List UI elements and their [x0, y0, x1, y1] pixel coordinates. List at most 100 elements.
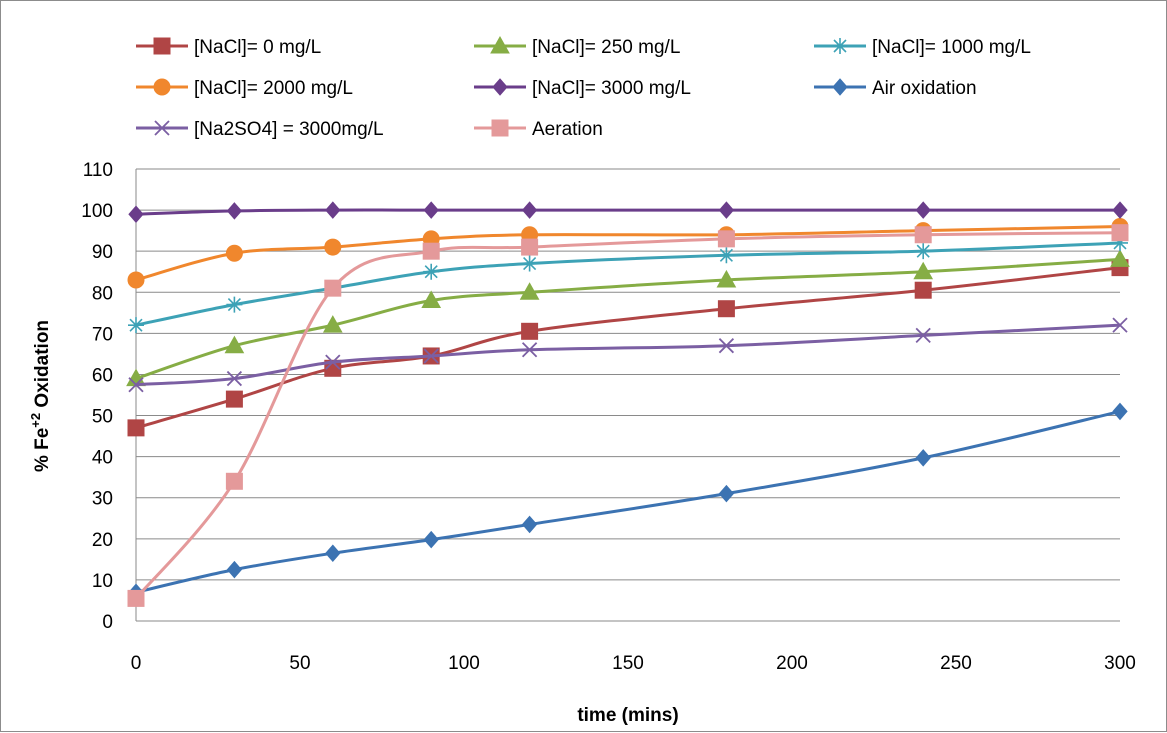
data-point [324, 279, 342, 297]
y-tick-label: 30 [92, 489, 113, 510]
y-tick-label: 10 [92, 571, 113, 592]
x-tick-label: 150 [612, 653, 644, 674]
data-point [519, 282, 540, 300]
data-point [127, 419, 145, 437]
legend-entry: [NaCl]= 250 mg/L [474, 35, 680, 58]
data-point [226, 560, 243, 579]
axes-layer: 0 10 20 30 40 50 60 70 80 90 100 110 0 50 100 150 200 250… [81, 160, 1136, 674]
legend-label: [Na2SO4] = 3000mg/L [194, 119, 384, 140]
data-point [422, 242, 440, 260]
data-point [913, 261, 934, 280]
legend-entry: [NaCl]= 3000 mg/L [474, 78, 691, 99]
series-line [135, 409, 1121, 594]
data-point [1112, 317, 1128, 333]
data-point [521, 322, 539, 340]
y-tick-label: 80 [92, 283, 113, 304]
series-4 [127, 218, 1129, 289]
y-tick-label: 0 [102, 612, 113, 633]
y-tick-label: 40 [92, 448, 113, 469]
data-point [717, 300, 735, 318]
x-tick-label: 300 [1104, 653, 1136, 674]
data-point [127, 589, 145, 607]
data-point [226, 296, 243, 313]
series-6 [128, 402, 1128, 601]
data-point [521, 238, 539, 256]
y-tick-label: 50 [92, 407, 113, 428]
legend-label: Aeration [532, 119, 603, 140]
data-point [128, 205, 144, 223]
series-layer [126, 201, 1130, 607]
data-point [521, 255, 538, 272]
data-point [226, 370, 243, 387]
data-point [521, 201, 538, 219]
legend-swatch-marker [832, 38, 848, 54]
x-tick-label: 250 [940, 653, 972, 674]
data-point [1112, 402, 1128, 421]
data-point [915, 327, 931, 344]
y-axis-title-main: % Fe [32, 428, 53, 472]
data-point [1111, 224, 1129, 242]
data-point [325, 354, 341, 370]
legend-entry: Air oxidation [814, 78, 977, 99]
legend-swatch-marker [491, 119, 509, 137]
x-tick-label: 200 [776, 653, 808, 674]
data-point [717, 230, 735, 248]
legend-entry: [NaCl]= 1000 mg/L [814, 37, 1031, 58]
legend-swatch-marker [154, 120, 170, 136]
y-axis-title: % Fe+2 Oxidation [28, 320, 53, 472]
legend-label: [NaCl]= 250 mg/L [532, 37, 680, 58]
legend-label: [NaCl]= 2000 mg/L [194, 78, 353, 99]
data-point [521, 515, 538, 534]
y-tick-label: 90 [92, 242, 113, 263]
y-tick-label: 110 [83, 160, 113, 181]
legend-swatch-marker [153, 37, 171, 55]
legend-entry: [NaCl]= 2000 mg/L [136, 78, 353, 99]
data-point [322, 315, 343, 333]
legend-entry: [Na2SO4] = 3000mg/L [136, 119, 384, 140]
legend-label: [NaCl]= 0 mg/L [194, 37, 321, 58]
data-point [421, 290, 442, 308]
series-5 [128, 201, 1128, 223]
data-point [128, 377, 144, 393]
data-point [718, 338, 735, 354]
series-2 [126, 249, 1130, 387]
x-tick-label: 50 [289, 653, 310, 674]
series-8 [127, 224, 1129, 607]
x-axis-title: time (mins) [577, 705, 678, 726]
series-7 [128, 317, 1128, 393]
data-point [423, 263, 440, 280]
legend-label: [NaCl]= 1000 mg/L [872, 37, 1031, 58]
data-point [225, 244, 243, 262]
data-point [914, 226, 932, 244]
data-point [718, 484, 735, 503]
data-point [423, 530, 439, 549]
legend-swatch-marker [492, 78, 508, 96]
data-point [423, 201, 439, 219]
data-point [128, 317, 144, 334]
data-point [324, 359, 342, 377]
y-tick-label: 70 [92, 324, 113, 345]
y-tick-label: 20 [92, 530, 113, 551]
data-point [127, 271, 145, 289]
y-axis-title-rest: Oxidation [32, 320, 53, 413]
legend-entry: Aeration [474, 119, 603, 140]
legend: [NaCl]= 0 mg/L [NaCl]= 250 mg/L [NaCl]= 10… [136, 35, 1031, 140]
data-point [226, 202, 243, 220]
y-axis-title-superscript: +2 [28, 413, 43, 428]
y-tick-label: 60 [92, 365, 113, 386]
y-tick-label: 100 [81, 201, 113, 222]
data-point [324, 238, 342, 256]
legend-entry: [NaCl]= 0 mg/L [136, 37, 321, 58]
data-point [1112, 201, 1128, 219]
data-point [1110, 249, 1130, 267]
data-point [1112, 234, 1128, 251]
grid-layer [136, 168, 1120, 622]
data-point [914, 281, 932, 299]
data-point [325, 201, 341, 219]
data-point [423, 348, 439, 364]
data-point [915, 201, 931, 219]
data-point [521, 342, 538, 358]
x-tick-label: 0 [131, 653, 142, 674]
